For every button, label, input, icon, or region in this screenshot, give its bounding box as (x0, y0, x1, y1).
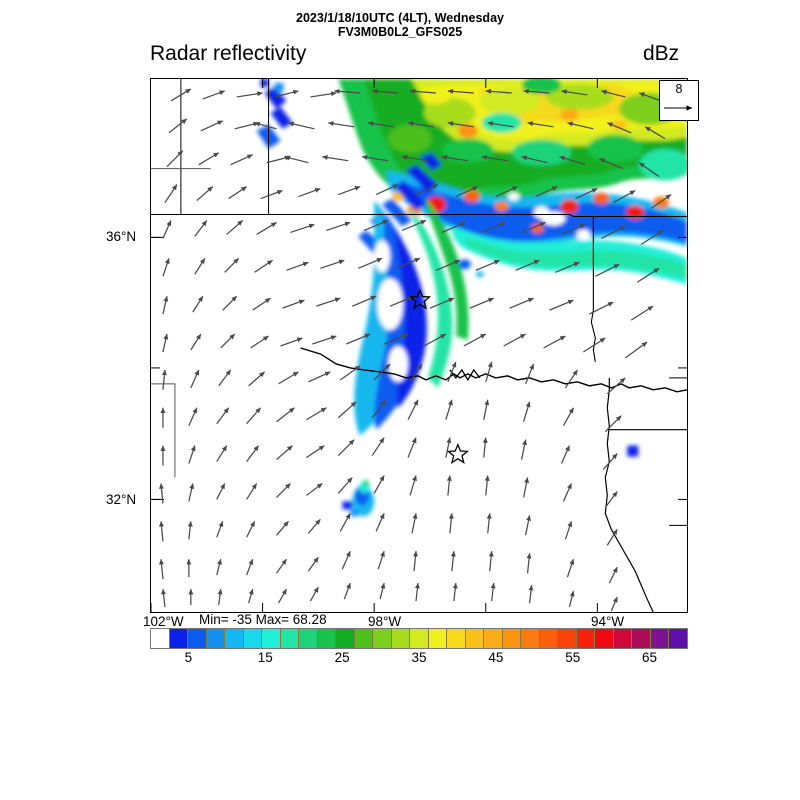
colorbar-tick-label: 55 (565, 650, 581, 665)
isolated-cell-east (627, 445, 639, 457)
station-star-north (408, 288, 432, 310)
colorbar-cell (188, 629, 207, 648)
lat-label-36n: 36°N (106, 229, 137, 244)
colorbar-cell (447, 629, 466, 648)
colorbar-tick-label: 25 (334, 650, 350, 665)
colorbar-cell (484, 629, 503, 648)
state-borders (151, 79, 687, 612)
colorbar-cell (521, 629, 540, 648)
colorbar-cell (558, 629, 577, 648)
map-gridlines (151, 79, 687, 612)
colorbar-cell (169, 629, 189, 648)
isolated-cell-south (342, 479, 375, 517)
right-arrow-icon (664, 105, 693, 111)
title-datetime: 2023/1/18/10UTC (4LT), Wednesday (296, 11, 504, 25)
figure-title-block: 2023/1/18/10UTC (4LT), Wednesday FV3M0B0… (0, 11, 800, 39)
colorbar-cell (428, 629, 448, 648)
colorbar-cell (650, 629, 670, 648)
colorbar-cell (502, 629, 522, 648)
colorbar-cell (465, 629, 485, 648)
lon-label-98w: 98°W (368, 614, 402, 629)
colorbar-tick-label: 5 (184, 650, 193, 665)
lon-label-102w: 102°W (143, 614, 184, 629)
colorbar-cell (632, 629, 651, 648)
vector-reference-value: 8 (675, 82, 683, 96)
colorbar-cell (336, 629, 355, 648)
map-canvas (151, 79, 687, 612)
lat-label-32n: 32°N (106, 492, 137, 507)
colorbar-cell (280, 629, 300, 648)
colorbar-cell (613, 629, 633, 648)
colorbar-tick-labels: 5 15 25 35 45 55 65 (150, 650, 688, 670)
unit-title: dBz (643, 42, 680, 65)
colorbar-cell (354, 629, 374, 648)
colorbar-cell (299, 629, 318, 648)
colorbar-cell (669, 629, 687, 648)
colorbar-cells (150, 628, 688, 649)
colorbar-tick-label: 45 (488, 650, 504, 665)
variable-title: Radar reflectivity (150, 42, 307, 65)
lon-label-94w: 94°W (591, 614, 625, 629)
colorbar-cell (539, 629, 559, 648)
station-star-south (446, 442, 469, 464)
colorbar-cell (206, 629, 226, 648)
colorbar-tick-label: 15 (257, 650, 273, 665)
map-content-svg (151, 79, 687, 612)
colorbar-cell (317, 629, 337, 648)
title-model-id: FV3M0B0L2_GFS025 (337, 25, 463, 39)
colorbar-cell (243, 629, 263, 648)
reflectivity-field (256, 79, 687, 517)
colorbar (150, 628, 688, 649)
colorbar-cell (391, 629, 411, 648)
colorbar-cell (262, 629, 281, 648)
colorbar-cell (595, 629, 614, 648)
colorbar-tick-label: 35 (411, 650, 427, 665)
colorbar-cell (576, 629, 596, 648)
colorbar-cell (410, 629, 429, 648)
station-markers (408, 288, 469, 464)
colorbar-cell (373, 629, 392, 648)
colorbar-cell (151, 629, 170, 648)
colorbar-cell (225, 629, 244, 648)
minmax-annotation: Min= -35 Max= 68.28 (199, 612, 327, 627)
wind-vector-field (159, 88, 672, 612)
map-plot-area (150, 78, 688, 613)
colorbar-tick-label: 65 (642, 650, 658, 665)
vector-reference-key: 8 (659, 80, 699, 121)
